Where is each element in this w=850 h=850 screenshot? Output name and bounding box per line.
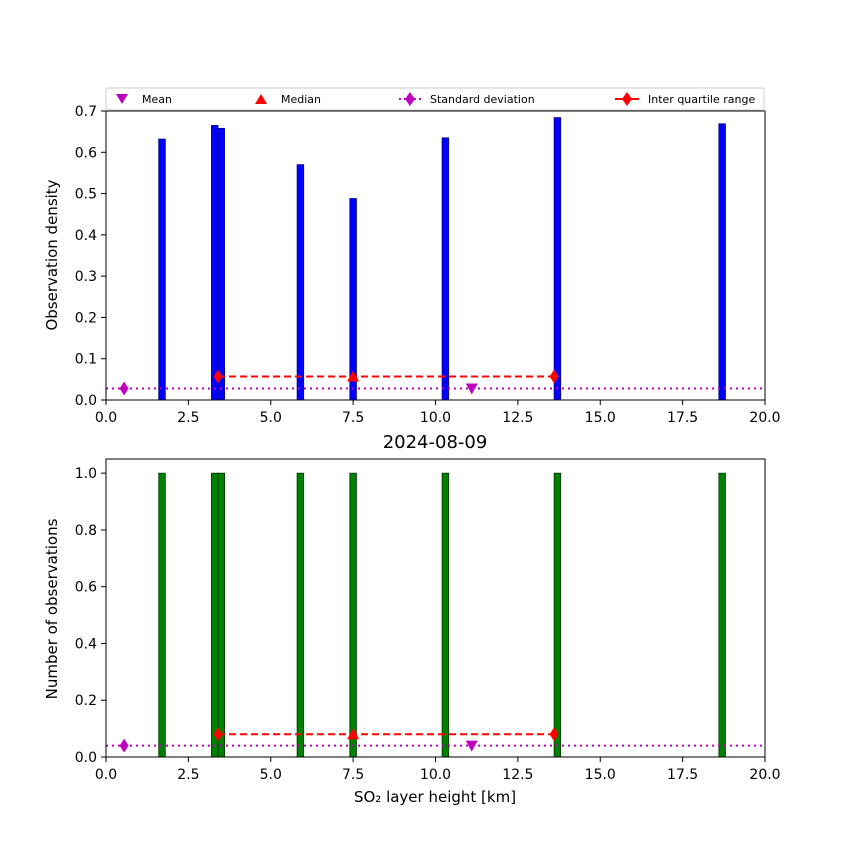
- density-y-tick-label: 0.1: [75, 352, 97, 368]
- count-bar: [441, 472, 450, 758]
- density-y-tick-label: 0.2: [75, 310, 97, 326]
- density-x-tick-label: 0.0: [95, 410, 117, 426]
- density-y-tick-label: 0.5: [75, 187, 97, 203]
- count-bar: [718, 472, 726, 758]
- density-chart: Observation density 0.0 2.5 5.0 7.5 10.0 12.5…: [43, 104, 781, 426]
- count-y-tick-label: 0.2: [75, 693, 97, 709]
- count-y-tick-label: 0.6: [75, 580, 97, 596]
- count-mean-marker: [465, 740, 478, 752]
- legend-box: [105, 87, 765, 111]
- count-x-tick-label: 10.0: [420, 767, 451, 783]
- count-x-tick-label: 5.0: [260, 767, 282, 783]
- count-bar: [296, 472, 305, 758]
- legend-median-label: Median: [281, 93, 321, 106]
- count-bar: [158, 472, 166, 758]
- legend-std-label: Standard deviation: [430, 93, 535, 106]
- density-bar: [211, 125, 219, 401]
- density-bar: [217, 127, 226, 401]
- count-x-axis-label: SO₂ layer height [km]: [354, 788, 516, 806]
- density-x-tick-label: 7.5: [342, 410, 364, 426]
- density-x-tick-label: 17.5: [667, 410, 698, 426]
- legend-mean-marker: [116, 94, 128, 104]
- count-x-tick-label: 17.5: [667, 767, 698, 783]
- count-x-tick-label: 20.0: [749, 767, 780, 783]
- legend-mean-label: Mean: [142, 93, 172, 106]
- count-iqr-start-marker: [213, 727, 223, 742]
- density-y-tick-label: 0.6: [75, 145, 97, 161]
- count-chart-title: 2024-08-09: [383, 432, 488, 453]
- legend-std-marker: [405, 92, 415, 106]
- count-y-tick-label: 0.4: [75, 636, 97, 652]
- count-y-tick-label: 0.8: [75, 523, 97, 539]
- count-x-tick-label: 0.0: [95, 767, 117, 783]
- density-bar: [349, 198, 357, 401]
- density-x-tick-label: 2.5: [177, 410, 199, 426]
- density-y-axis-label: Observation density: [43, 179, 61, 330]
- density-std-marker: [119, 381, 129, 396]
- count-bar: [553, 472, 562, 758]
- count-y-axis-label: Number of observations: [43, 518, 61, 699]
- density-mean-marker: [465, 383, 478, 395]
- density-median-marker: [347, 370, 360, 382]
- count-bar: [211, 472, 219, 758]
- count-y-tick-label: 0.0: [75, 750, 97, 766]
- count-axes-frame: [105, 458, 766, 758]
- legend-median-marker: [255, 94, 267, 104]
- legend: Mean Median Standard deviation Inter qua…: [105, 87, 765, 111]
- count-x-tick-label: 2.5: [177, 767, 199, 783]
- count-x-tick-label: 15.0: [585, 767, 616, 783]
- density-x-tick-label: 10.0: [420, 410, 451, 426]
- density-bar: [296, 164, 305, 401]
- count-bar: [349, 472, 357, 758]
- density-bar: [553, 117, 562, 401]
- count-median-marker: [347, 728, 360, 740]
- count-chart: 2024-08-09 Number of observations SO₂ la…: [43, 432, 781, 806]
- count-iqr-end-marker: [549, 727, 559, 742]
- count-bar: [217, 472, 226, 758]
- density-bar: [441, 137, 450, 401]
- density-x-tick-label: 15.0: [585, 410, 616, 426]
- density-x-tick-label: 20.0: [749, 410, 780, 426]
- density-y-tick-label: 0.0: [75, 393, 97, 409]
- density-iqr-start-marker: [213, 369, 223, 384]
- density-bar: [718, 123, 726, 401]
- density-y-tick-label: 0.3: [75, 269, 97, 285]
- density-axes-frame: [105, 110, 766, 401]
- density-y-tick-label: 0.4: [75, 228, 97, 244]
- count-x-tick-label: 12.5: [502, 767, 533, 783]
- density-y-tick-label: 0.7: [75, 104, 97, 120]
- density-bar: [158, 138, 166, 401]
- density-iqr-end-marker: [549, 369, 559, 384]
- legend-iqr-label: Inter quartile range: [648, 93, 755, 106]
- density-x-tick-label: 5.0: [260, 410, 282, 426]
- count-std-marker: [119, 738, 129, 753]
- legend-iqr-marker: [622, 92, 632, 106]
- count-y-tick-label: 1.0: [75, 466, 97, 482]
- density-x-tick-label: 12.5: [502, 410, 533, 426]
- count-x-tick-label: 7.5: [342, 767, 364, 783]
